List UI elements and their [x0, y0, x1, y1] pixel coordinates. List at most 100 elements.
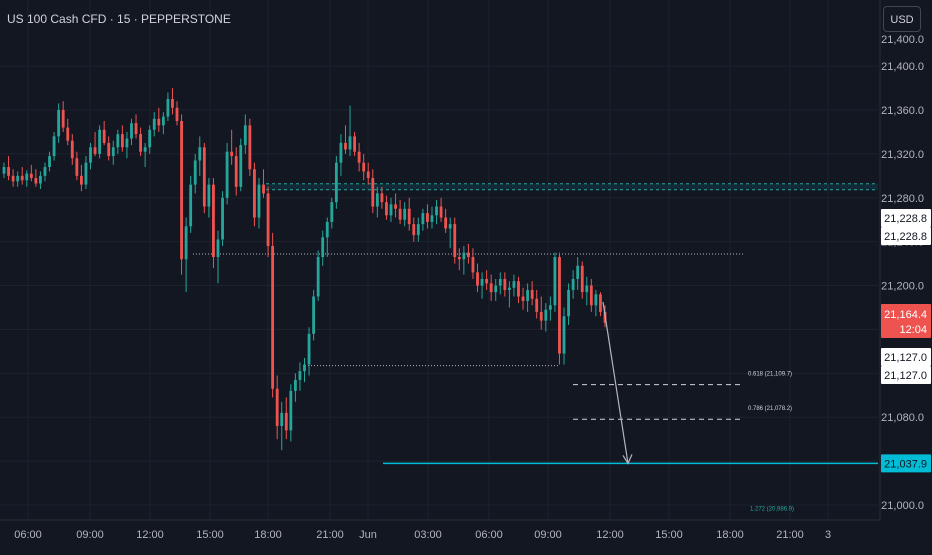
x-tick-label: 18:00 — [254, 529, 282, 541]
candle-body — [594, 294, 598, 306]
candle-body — [266, 193, 270, 247]
candle-body — [385, 202, 388, 216]
candle-body — [303, 364, 306, 372]
candle-body — [480, 278, 484, 286]
candle-body — [416, 224, 420, 236]
candle-body — [521, 296, 525, 301]
candle-body — [321, 237, 325, 258]
candle-body — [29, 173, 33, 179]
x-tick-label: 21:00 — [316, 529, 344, 541]
candle-body — [435, 206, 438, 216]
candle-body — [89, 147, 92, 163]
candle-body — [403, 208, 407, 220]
candle-body — [271, 246, 275, 389]
candle-body — [576, 265, 580, 279]
resistance-zone — [266, 183, 878, 190]
candle-body — [562, 316, 566, 354]
candle-body — [184, 226, 188, 260]
candle-body — [466, 252, 470, 258]
candle-body — [107, 142, 111, 157]
candle-body — [507, 287, 511, 290]
candle-body — [371, 178, 375, 207]
x-tick-label: Jun — [359, 529, 377, 541]
candle-body — [143, 147, 147, 152]
x-tick-label: 3 — [825, 529, 831, 541]
candle-body — [444, 217, 448, 229]
candle-body — [39, 175, 42, 184]
candle-body — [476, 272, 479, 286]
candle-body — [389, 204, 393, 216]
candle-body — [193, 160, 197, 185]
y-tick-label: 21,400.0 — [881, 61, 924, 73]
candle-body — [457, 257, 461, 260]
candle-body — [366, 171, 370, 179]
candle-body — [234, 156, 238, 187]
candle-body — [116, 134, 120, 148]
candle-body — [312, 296, 316, 334]
candle-body — [212, 184, 215, 258]
symbol-title: US 100 Cash CFD · 15 · PEPPERSTONE — [7, 12, 231, 26]
candle-body — [207, 184, 211, 207]
candle-body — [580, 265, 584, 293]
candle-body — [166, 99, 170, 117]
candle-body — [298, 371, 302, 380]
candle-body — [239, 145, 243, 187]
candle-body — [98, 129, 102, 154]
price-marker-upper — [881, 209, 931, 227]
candle-body — [180, 120, 183, 260]
candle-body — [221, 197, 224, 240]
candle-body — [421, 213, 425, 225]
currency-button[interactable]: USD — [883, 6, 921, 32]
candle-body — [25, 173, 29, 181]
candle-body — [125, 138, 129, 148]
x-tick-label: 12:00 — [136, 529, 164, 541]
candle-body — [498, 278, 502, 286]
candle-body — [134, 123, 138, 135]
candle-body — [548, 305, 552, 310]
candle-body — [216, 239, 220, 258]
candle-body — [157, 118, 161, 126]
candle-body — [526, 289, 530, 301]
candle-body — [307, 333, 311, 365]
candle-body — [494, 285, 498, 293]
candle-body — [357, 151, 361, 163]
candle-body — [439, 206, 443, 218]
price-marker-lower-text: 21,127.0 — [884, 352, 927, 364]
candle-body — [225, 151, 229, 198]
candle-body — [316, 257, 320, 297]
candle-body — [111, 147, 115, 157]
candle-body — [289, 390, 293, 431]
x-tick-label: 18:00 — [716, 529, 744, 541]
candle-body — [530, 289, 534, 299]
candle-body — [280, 412, 284, 426]
candle-body — [430, 215, 434, 222]
candle-body — [489, 283, 493, 293]
candle-body — [79, 175, 83, 185]
projection-arrow-line — [602, 301, 629, 464]
candle-body — [585, 285, 589, 293]
candle-body — [284, 412, 288, 431]
candle-body — [61, 110, 65, 128]
candle-body — [375, 193, 379, 207]
candle-body — [230, 151, 234, 157]
candle-body — [517, 281, 520, 297]
candle-body — [75, 158, 79, 176]
candle-body — [503, 278, 507, 290]
candle-body — [52, 136, 56, 157]
candle-body — [66, 127, 70, 141]
candle-body — [34, 178, 38, 184]
price-marker-lower — [881, 348, 931, 366]
x-tick-label: 09:00 — [534, 529, 562, 541]
candle-body — [57, 110, 61, 137]
fib-label: 0.786 (21,078.2) — [748, 406, 792, 412]
candle-body — [339, 142, 343, 163]
candle-body — [353, 136, 356, 152]
candle-body — [120, 134, 124, 148]
candle-body — [544, 309, 548, 321]
candle-body — [380, 193, 384, 203]
candle-body — [48, 156, 51, 168]
x-tick-label: 06:00 — [14, 529, 42, 541]
